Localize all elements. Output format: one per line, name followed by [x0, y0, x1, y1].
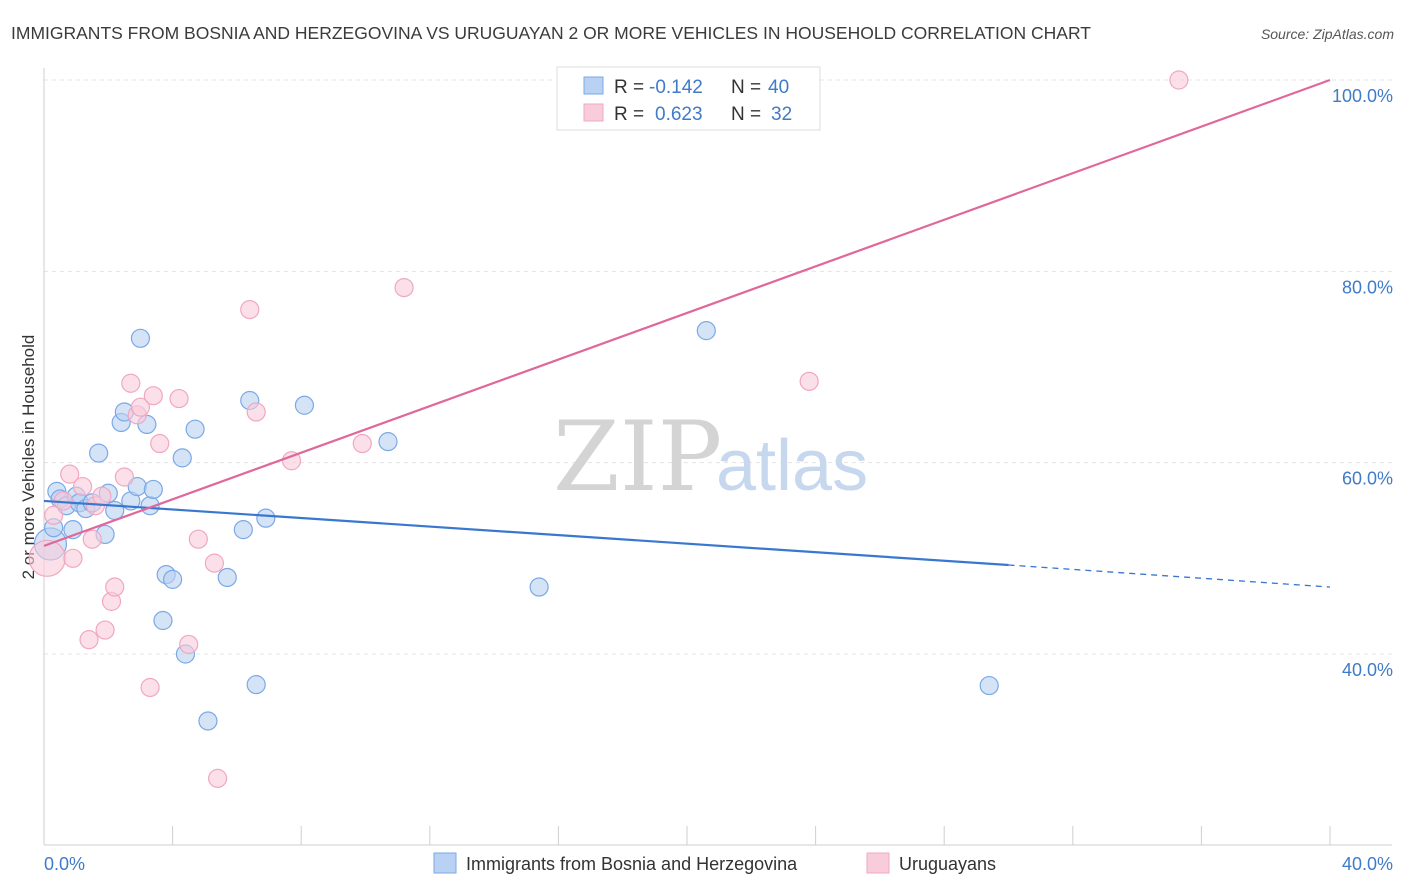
series-legend-label-bosnia: Immigrants from Bosnia and Herzegovina — [466, 854, 798, 874]
data-point — [63, 548, 83, 568]
data-point — [217, 567, 237, 588]
data-point — [153, 610, 173, 631]
data-point — [60, 464, 80, 484]
stats-legend-swatch-uruguayans — [583, 103, 604, 122]
trend-line-bosnia — [43, 499, 1009, 567]
trend-lines — [43, 78, 1331, 588]
data-point — [352, 433, 372, 454]
data-point — [233, 520, 253, 540]
stats-legend-r-value-bosnia: -0.142 — [649, 77, 703, 98]
data-point — [246, 402, 266, 422]
y-tick-label: 100.0% — [1332, 86, 1393, 106]
data-point — [204, 553, 224, 573]
x-tick-label: 0.0% — [44, 854, 85, 874]
data-point — [198, 711, 218, 731]
data-point — [256, 508, 276, 528]
y-tick-label: 80.0% — [1342, 277, 1393, 297]
data-point — [172, 448, 192, 468]
data-point — [105, 577, 125, 597]
data-point — [240, 300, 260, 320]
data-point — [143, 479, 163, 500]
data-point — [529, 577, 549, 597]
data-point — [696, 321, 716, 341]
data-point — [143, 386, 163, 406]
data-point — [95, 620, 115, 640]
gridlines — [44, 79, 1392, 655]
data-point — [130, 328, 151, 348]
y-tick-labels: 40.0% 60.0% 80.0% 100.0% — [1332, 86, 1393, 680]
stats-legend-n-value-bosnia: 40 — [768, 77, 789, 98]
series-legend-swatch-bosnia — [433, 852, 457, 874]
chart-source: Source: ZipAtlas.com — [1261, 26, 1394, 42]
x-tick-marks — [43, 826, 1331, 845]
watermark-atlas: atlas — [716, 426, 868, 506]
data-point — [82, 529, 102, 549]
data-point — [979, 675, 999, 696]
data-point — [208, 768, 228, 788]
data-point — [799, 371, 819, 391]
data-point — [281, 451, 302, 471]
y-axis-label: 2 or more Vehicles in Household — [19, 335, 38, 580]
data-point — [92, 486, 112, 506]
stats-legend-r-label-uruguayans: R = — [614, 104, 644, 125]
series-bosnia-points — [33, 321, 999, 731]
data-point — [114, 467, 134, 487]
data-point — [79, 630, 99, 650]
y-tick-label: 40.0% — [1342, 660, 1393, 680]
watermark-zip: ZIP — [553, 401, 722, 513]
series-uruguayans-points — [28, 70, 1189, 788]
series-legend-swatch-uruguayans — [866, 852, 890, 874]
data-point — [169, 388, 189, 409]
data-point — [394, 277, 414, 298]
data-point — [179, 634, 199, 655]
stats-legend: R = -0.142 N = 40 R = 0.623 N = 32 — [556, 66, 821, 131]
y-tick-label: 60.0% — [1342, 469, 1393, 489]
data-point — [72, 476, 93, 497]
stats-legend-r-label-bosnia: R = — [614, 77, 644, 98]
stats-legend-swatch-bosnia — [583, 76, 604, 95]
data-point — [150, 433, 170, 454]
stats-legend-r-value-uruguayans: 0.623 — [655, 104, 703, 125]
trend-line-uruguayans — [43, 78, 1331, 547]
stats-legend-n-label-bosnia: N = — [731, 77, 761, 98]
data-point — [378, 432, 398, 452]
data-point — [188, 529, 208, 549]
data-point — [185, 419, 205, 439]
data-point — [1169, 70, 1189, 90]
series-legend: Immigrants from Bosnia and Herzegovina U… — [433, 852, 996, 874]
data-point — [163, 569, 183, 589]
data-point — [294, 395, 315, 415]
data-point — [121, 373, 141, 393]
chart-title: IMMIGRANTS FROM BOSNIA AND HERZEGOVINA V… — [11, 23, 1091, 43]
data-point — [140, 677, 160, 698]
stats-legend-n-label-uruguayans: N = — [731, 104, 761, 125]
data-point — [89, 443, 109, 463]
trend-line-extension-bosnia — [1008, 564, 1331, 588]
data-point — [130, 397, 151, 417]
stats-legend-n-value-uruguayans: 32 — [771, 104, 792, 125]
x-tick-label: 40.0% — [1342, 854, 1393, 874]
x-tick-labels: 0.0% 40.0% — [44, 854, 1393, 874]
data-point — [44, 505, 64, 525]
series-legend-label-uruguayans: Uruguayans — [899, 854, 996, 874]
data-point — [246, 675, 266, 695]
